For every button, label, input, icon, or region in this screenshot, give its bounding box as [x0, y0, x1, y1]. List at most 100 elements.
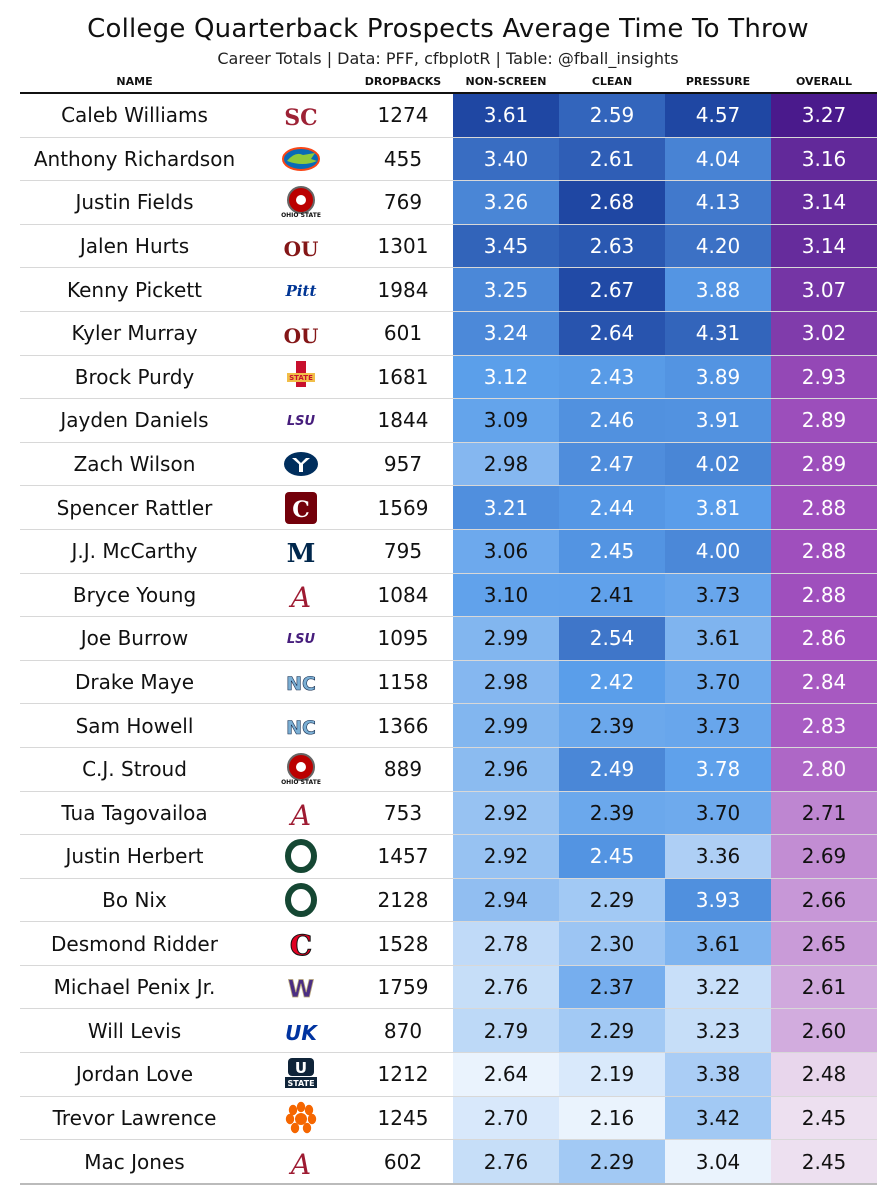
pressure-value: 3.73 — [665, 703, 771, 748]
table-row: Zach Wilson 957 2.98 2.47 4.02 2.89 — [20, 442, 877, 487]
pressure-value: 3.70 — [665, 660, 771, 705]
pressure-value: 4.13 — [665, 180, 771, 225]
pressure-value: 3.23 — [665, 1008, 771, 1054]
pressure-value: 3.78 — [665, 747, 771, 792]
pressure-value: 3.22 — [665, 965, 771, 1010]
player-name: Anthony Richardson — [20, 137, 249, 182]
non-screen-value: 2.94 — [453, 878, 559, 923]
table-row: Sam Howell NC 1366 2.99 2.39 3.73 2.83 — [20, 703, 877, 748]
logo-lettering: M — [287, 539, 316, 569]
chart-subtitle: Career Totals | Data: PFF, cfbplotR | Ta… — [217, 49, 679, 68]
non-screen-value: 2.96 — [453, 747, 559, 792]
table-row: Justin Fields OHIO STATE 769 3.26 2.68 4.13 3.… — [20, 180, 877, 225]
logo-lettering: SC — [284, 105, 317, 131]
school-logo-cell: SC — [249, 93, 353, 138]
dropbacks-value: 1366 — [353, 703, 453, 748]
header-row: NAME DROPBACKS NON-SCREEN CLEAN PRESSURE… — [20, 70, 877, 94]
header-dropbacks: DROPBACKS — [353, 70, 453, 94]
table-row: Desmond Ridder C 1528 2.78 2.30 3.61 2.65 — [20, 921, 877, 966]
dropbacks-value: 753 — [353, 791, 453, 836]
non-screen-value: 3.06 — [453, 529, 559, 574]
player-name: Jordan Love — [20, 1052, 249, 1097]
pressure-value: 3.73 — [665, 573, 771, 618]
table-row: Jordan Love U STATE 1212 2.64 2.19 3.38 2.48 — [20, 1052, 877, 1097]
school-logo-cell: LSU — [249, 616, 353, 661]
table-row: Jayden Daniels LSU 1844 3.09 2.46 3.91 2.89 — [20, 398, 877, 443]
pressure-value: 4.04 — [665, 137, 771, 182]
overall-value: 2.88 — [771, 529, 877, 574]
overall-value: 2.45 — [771, 1096, 877, 1141]
school-logo-cell: NC — [249, 703, 353, 748]
clean-value: 2.37 — [559, 965, 665, 1010]
overall-value: 2.66 — [771, 878, 877, 923]
logo-lettering: C — [292, 497, 310, 523]
clean-value: 2.59 — [559, 93, 665, 138]
clean-value: 2.54 — [559, 616, 665, 661]
oregon-logo-icon — [285, 839, 317, 874]
player-name: Tua Tagovailoa — [20, 791, 249, 836]
overall-value: 3.16 — [771, 137, 877, 182]
player-name: Bo Nix — [20, 878, 249, 923]
school-logo-cell — [249, 442, 353, 487]
logo-lettering: OU — [284, 324, 319, 348]
player-name: Spencer Rattler — [20, 485, 249, 530]
pressure-value: 3.70 — [665, 791, 771, 836]
school-logo-cell: LSU — [249, 398, 353, 443]
alabama-logo-icon: A — [288, 581, 311, 613]
school-logo-cell: A — [249, 1139, 353, 1185]
oklahoma-logo-icon: OU — [284, 324, 319, 348]
non-screen-value: 2.92 — [453, 791, 559, 836]
header-logo — [249, 70, 353, 94]
table-row: Trevor Lawrence 1245 2.70 2.16 3.42 2.45 — [20, 1096, 877, 1141]
header-name: NAME — [20, 70, 249, 94]
player-name: Sam Howell — [20, 703, 249, 748]
player-name: Jalen Hurts — [20, 224, 249, 269]
dropbacks-value: 1158 — [353, 660, 453, 705]
school-logo-cell: OU — [249, 311, 353, 356]
non-screen-value: 2.76 — [453, 1139, 559, 1185]
logo-lettering: A — [288, 581, 311, 613]
usc-logo-icon: SC — [284, 105, 317, 131]
dropbacks-value: 1569 — [353, 485, 453, 530]
lsu-logo-icon: LSU — [287, 414, 316, 429]
school-logo-cell: OHIO STATE — [249, 747, 353, 792]
oklahoma-logo-icon: OU — [284, 237, 319, 261]
clean-value: 2.63 — [559, 224, 665, 269]
table-row: Bryce Young A 1084 3.10 2.41 3.73 2.88 — [20, 573, 877, 618]
lsu-logo-icon: LSU — [287, 632, 316, 647]
overall-value: 2.83 — [771, 703, 877, 748]
dropbacks-value: 1301 — [353, 224, 453, 269]
qb-table: NAME DROPBACKS NON-SCREEN CLEAN PRESSURE… — [20, 70, 877, 1185]
non-screen-value: 3.45 — [453, 224, 559, 269]
clean-value: 2.30 — [559, 921, 665, 966]
pitt-logo-icon: Pitt — [285, 282, 317, 300]
clemson-logo-icon — [285, 1101, 317, 1134]
overall-value: 2.88 — [771, 573, 877, 618]
clean-value: 2.19 — [559, 1052, 665, 1097]
non-screen-value: 2.92 — [453, 834, 559, 879]
non-screen-value: 2.64 — [453, 1052, 559, 1097]
south-carolina-logo-icon: C — [285, 491, 317, 524]
logo-lettering: Pitt — [285, 282, 317, 300]
pressure-value: 3.91 — [665, 398, 771, 443]
pressure-value: 4.20 — [665, 224, 771, 269]
dropbacks-value: 769 — [353, 180, 453, 225]
overall-value: 3.14 — [771, 180, 877, 225]
clean-value: 2.29 — [559, 1008, 665, 1054]
non-screen-value: 2.98 — [453, 660, 559, 705]
chart-title: College Quarterback Prospects Average Ti… — [87, 14, 809, 44]
overall-value: 2.45 — [771, 1139, 877, 1185]
overall-value: 3.27 — [771, 93, 877, 138]
player-name: Brock Purdy — [20, 355, 249, 400]
header-clean: CLEAN — [559, 70, 665, 94]
player-name: Jayden Daniels — [20, 398, 249, 443]
table-row: Kyler Murray OU 601 3.24 2.64 4.31 3.02 — [20, 311, 877, 356]
player-name: Kenny Pickett — [20, 267, 249, 312]
logo-lettering: LSU — [287, 414, 316, 429]
table-row: Anthony Richardson 455 3.40 2.61 4.04 3.16 — [20, 137, 877, 182]
overall-value: 2.86 — [771, 616, 877, 661]
school-logo-cell — [249, 878, 353, 923]
pressure-value: 3.61 — [665, 616, 771, 661]
logo-lettering: NC — [286, 673, 316, 695]
pressure-value: 4.00 — [665, 529, 771, 574]
